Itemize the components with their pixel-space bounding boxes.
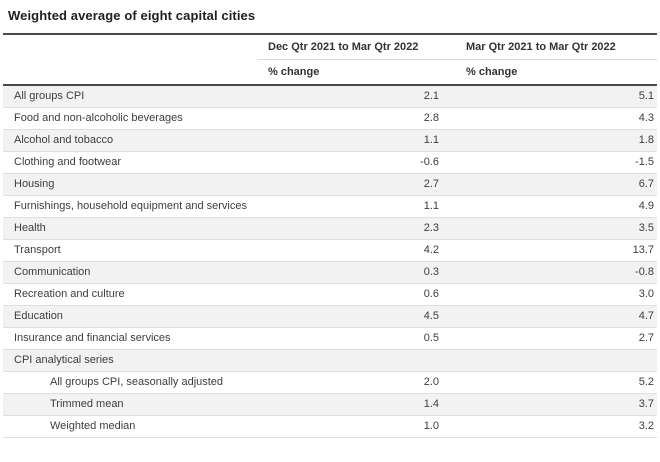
row-label: Insurance and financial services xyxy=(14,332,171,344)
value-dec-qtr: 4.2 xyxy=(423,244,439,256)
table-row: Housing 2.7 6.7 xyxy=(3,173,657,195)
row-label: Recreation and culture xyxy=(14,288,125,300)
value-dec-qtr: 2.7 xyxy=(423,178,439,190)
table-row: Insurance and financial services 0.5 2.7 xyxy=(3,327,657,349)
table-row: Clothing and footwear -0.6 -1.5 xyxy=(3,151,657,173)
table-row: Alcohol and tobacco 1.1 1.8 xyxy=(3,129,657,151)
value-dec-qtr: 0.3 xyxy=(423,266,439,278)
value-dec-qtr: -0.6 xyxy=(420,156,439,168)
row-label: Alcohol and tobacco xyxy=(14,134,114,146)
row-label: Clothing and footwear xyxy=(14,156,122,168)
row-label: Trimmed mean xyxy=(50,398,124,410)
value-mar-qtr: 3.5 xyxy=(638,222,654,234)
row-label: Weighted median xyxy=(50,420,136,432)
value-mar-qtr: 3.7 xyxy=(638,398,654,410)
value-mar-qtr: 4.3 xyxy=(638,112,654,124)
value-mar-qtr: 1.8 xyxy=(638,134,654,146)
row-label: All groups CPI, seasonally adjusted xyxy=(50,376,224,388)
value-dec-qtr: 2.0 xyxy=(423,376,439,388)
value-mar-qtr: 13.7 xyxy=(632,244,654,256)
table-row: Health 2.3 3.5 xyxy=(3,217,657,239)
value-mar-qtr xyxy=(448,349,657,371)
value-dec-qtr: 1.0 xyxy=(423,420,439,432)
value-dec-qtr: 2.1 xyxy=(423,90,439,103)
table-row: Transport 4.2 13.7 xyxy=(3,239,657,261)
label-column-unit xyxy=(3,59,258,85)
row-label: Education xyxy=(14,310,63,322)
table-row: Recreation and culture 0.6 3.0 xyxy=(3,283,657,305)
value-mar-qtr: 6.7 xyxy=(638,178,654,190)
table-row: Food and non-alcoholic beverages 2.8 4.3 xyxy=(3,107,657,129)
value-mar-qtr: 3.0 xyxy=(638,288,654,300)
value-dec-qtr xyxy=(258,349,448,371)
value-dec-qtr: 1.4 xyxy=(423,398,439,410)
table-row: Furnishings, household equipment and ser… xyxy=(3,195,657,217)
row-label: Health xyxy=(14,222,46,234)
row-label: Communication xyxy=(14,266,91,278)
table-row: Communication 0.3 -0.8 xyxy=(3,261,657,283)
value-dec-qtr: 1.1 xyxy=(423,134,439,146)
row-label: Transport xyxy=(14,244,61,256)
value-mar-qtr: 5.1 xyxy=(638,90,654,103)
period-header-row: Dec Qtr 2021 to Mar Qtr 2022 Mar Qtr 202… xyxy=(3,34,657,60)
table-header: Dec Qtr 2021 to Mar Qtr 2022 Mar Qtr 202… xyxy=(3,34,657,85)
unit-header-row: % change % change xyxy=(3,59,657,85)
page-title: Weighted average of eight capital cities xyxy=(8,8,256,23)
table-row: All groups CPI, seasonally adjusted 2.0 5.… xyxy=(3,371,657,393)
row-label: All groups CPI xyxy=(14,90,85,103)
table-row: Education 4.5 4.7 xyxy=(3,305,657,327)
table-body: All groups CPI 2.1 5.1 Food and non-alcohol… xyxy=(3,85,657,437)
value-mar-qtr: 4.7 xyxy=(638,310,654,322)
value-dec-qtr: 2.8 xyxy=(423,112,439,124)
value-mar-qtr: -1.5 xyxy=(635,156,654,168)
table-row: CPI analytical series xyxy=(3,349,657,371)
unit-header-dec-qtr: % change xyxy=(268,65,320,78)
value-dec-qtr: 0.5 xyxy=(423,332,439,344)
value-dec-qtr: 1.1 xyxy=(423,200,439,212)
table-row: All groups CPI 2.1 5.1 xyxy=(3,85,657,107)
value-dec-qtr: 0.6 xyxy=(423,288,439,300)
cpi-table: Dec Qtr 2021 to Mar Qtr 2022 Mar Qtr 202… xyxy=(3,33,657,438)
row-label: Food and non-alcoholic beverages xyxy=(14,112,183,124)
value-mar-qtr: 5.2 xyxy=(638,376,654,388)
label-column-header xyxy=(3,34,258,59)
row-label: Furnishings, household equipment and ser… xyxy=(14,200,247,212)
row-label: CPI analytical series xyxy=(14,354,114,366)
column-header-dec-qtr: Dec Qtr 2021 to Mar Qtr 2022 xyxy=(258,34,448,60)
table-row: Trimmed mean 1.4 3.7 xyxy=(3,393,657,415)
value-mar-qtr: 3.2 xyxy=(638,420,654,432)
unit-header-mar-qtr: % change xyxy=(466,65,518,78)
table-row: Weighted median 1.0 3.2 xyxy=(3,415,657,437)
column-header-mar-qtr: Mar Qtr 2021 to Mar Qtr 2022 xyxy=(448,34,657,60)
value-dec-qtr: 2.3 xyxy=(423,222,439,234)
value-dec-qtr: 4.5 xyxy=(423,310,439,322)
value-mar-qtr: -0.8 xyxy=(635,266,654,278)
value-mar-qtr: 4.9 xyxy=(638,200,654,212)
value-mar-qtr: 2.7 xyxy=(638,332,654,344)
row-label: Housing xyxy=(14,178,55,190)
